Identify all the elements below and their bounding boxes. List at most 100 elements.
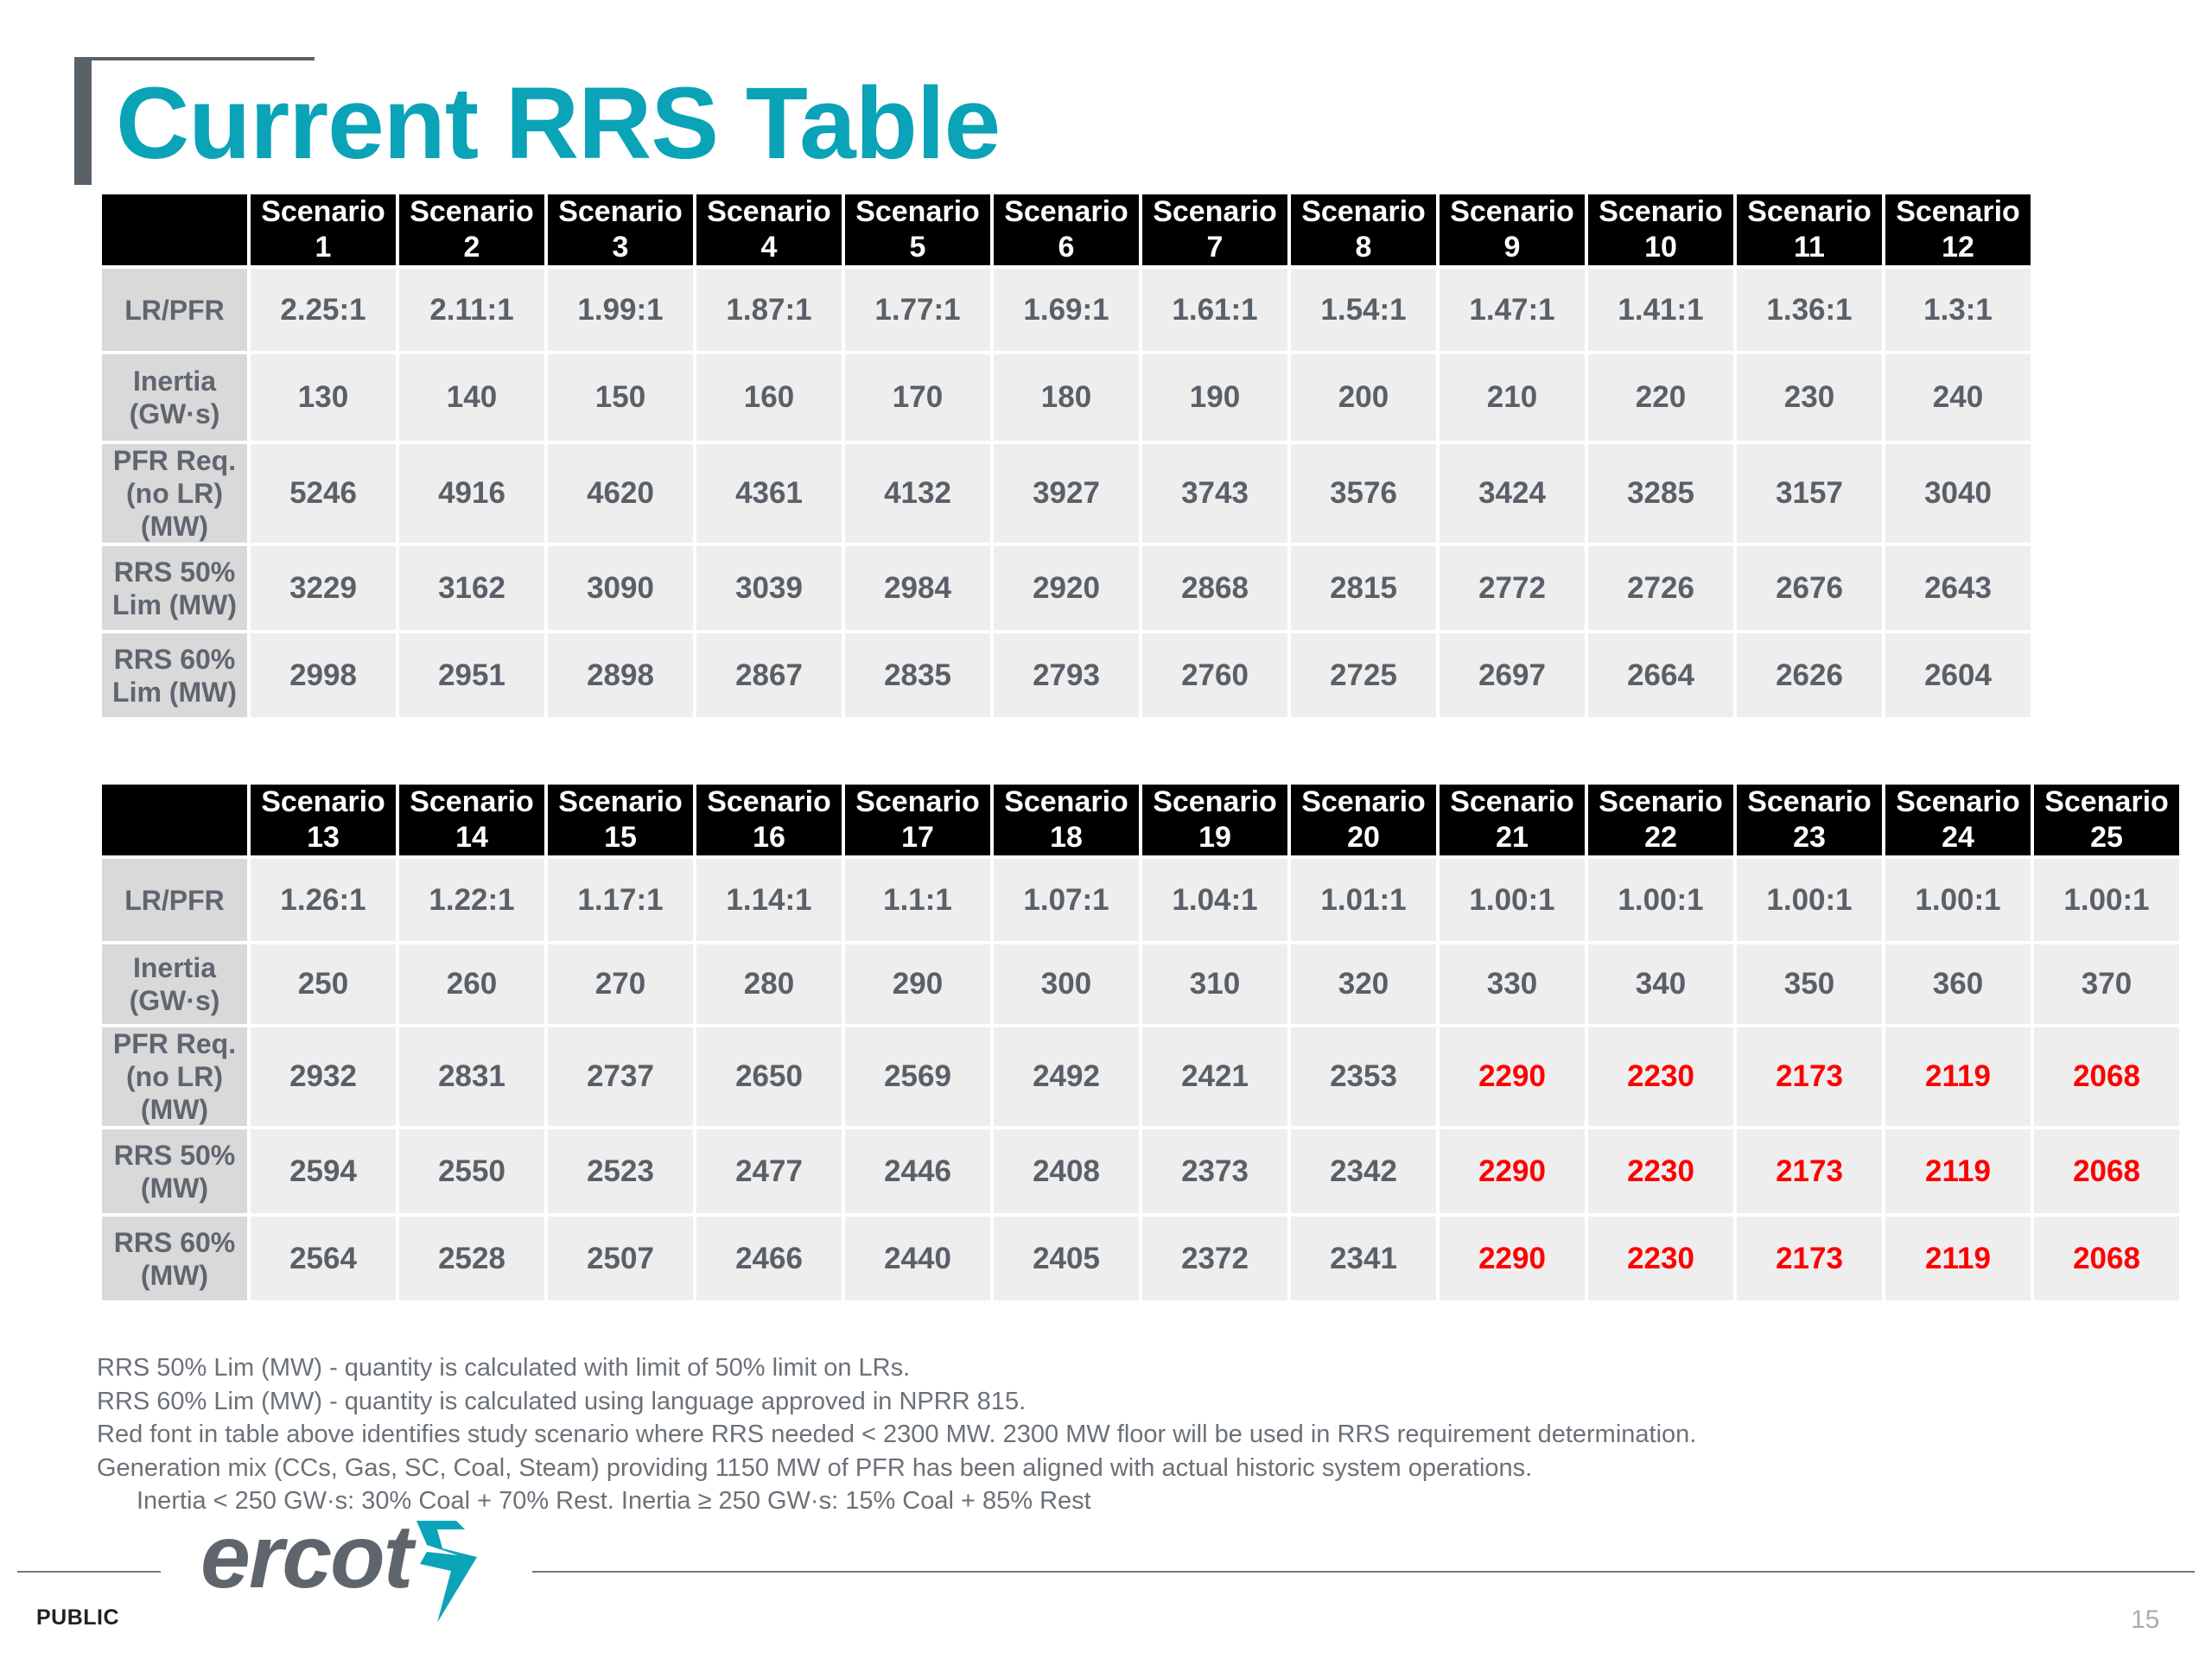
- column-header: Scenario 19: [1142, 785, 1287, 855]
- column-header-label: Scenario: [1153, 195, 1277, 228]
- table-cell: 2068: [2034, 1027, 2179, 1126]
- footer-divider-left: [17, 1571, 161, 1573]
- column-header: Scenario 1: [251, 194, 396, 265]
- column-header-number: 2: [463, 231, 480, 264]
- table-cell: 2650: [696, 1027, 842, 1126]
- table-cell: 250: [251, 944, 396, 1024]
- row-header: Inertia (GW·s): [102, 944, 247, 1024]
- table-cell: 2405: [994, 1217, 1139, 1300]
- column-header-number: 7: [1206, 231, 1224, 264]
- table-cell: 2569: [845, 1027, 990, 1126]
- table-cell: 2342: [1291, 1129, 1436, 1213]
- row-header-line: (MW): [140, 1172, 209, 1204]
- table-cell: 2507: [548, 1217, 693, 1300]
- table-cell: 3090: [548, 546, 693, 630]
- table-cell: 1.54:1: [1291, 269, 1436, 351]
- rrs-table-scenarios-1-12: Scenario 1 Scenario 2 Scenario 3 Scenario 4 Scen…: [99, 191, 2034, 721]
- table-cell: 2528: [399, 1217, 544, 1300]
- table-cell: 2835: [845, 633, 990, 717]
- table-cell: 2984: [845, 546, 990, 630]
- column-header-number: 16: [753, 821, 785, 854]
- table-row: LR/PFR 1.26:1 1.22:1 1.17:1 1.14:1 1.1:1 1.07:…: [102, 859, 2179, 941]
- table-cell: 370: [2034, 944, 2179, 1024]
- table-cell: 180: [994, 354, 1139, 441]
- table-cell: 1.14:1: [696, 859, 842, 941]
- column-header: Scenario 11: [1737, 194, 1882, 265]
- table-cell: 1.01:1: [1291, 859, 1436, 941]
- table-cell: 1.3:1: [1885, 269, 2031, 351]
- table-cell: 290: [845, 944, 990, 1024]
- column-header-number: 13: [307, 821, 340, 854]
- table-row: Inertia (GW·s) 250 260 270 280 290 300 310 320 330…: [102, 944, 2179, 1024]
- table-cell: 2372: [1142, 1217, 1287, 1300]
- table-cell: 3576: [1291, 444, 1436, 543]
- classification-label: PUBLIC: [36, 1605, 120, 1630]
- table-cell: 3162: [399, 546, 544, 630]
- table-cell: 4361: [696, 444, 842, 543]
- table-cell: 3157: [1737, 444, 1882, 543]
- column-header: Scenario 22: [1588, 785, 1733, 855]
- column-header-label: Scenario: [1599, 195, 1723, 228]
- column-header-number: 23: [1793, 821, 1826, 854]
- table-row: LR/PFR 2.25:1 2.11:1 1.99:1 1.87:1 1.77:1 1.69…: [102, 269, 2031, 351]
- table-cell: 2815: [1291, 546, 1436, 630]
- table-cell: 2868: [1142, 546, 1287, 630]
- column-header-label: Scenario: [1747, 785, 1872, 818]
- row-header: RRS 50% Lim (MW): [102, 546, 247, 630]
- table-cell: 3229: [251, 546, 396, 630]
- row-header: Inertia (GW·s): [102, 354, 247, 441]
- table-cell: 2725: [1291, 633, 1436, 717]
- row-header-line: RRS 50%: [113, 1139, 236, 1171]
- table-cell: 2550: [399, 1129, 544, 1213]
- table-cell: 150: [548, 354, 693, 441]
- column-header-label: Scenario: [261, 195, 385, 228]
- table-cell: 2477: [696, 1129, 842, 1213]
- table-cell: 2290: [1440, 1129, 1585, 1213]
- column-header-number: 5: [909, 231, 926, 264]
- table-cell: 160: [696, 354, 842, 441]
- table-cell: 1.61:1: [1142, 269, 1287, 351]
- table-cell: 2998: [251, 633, 396, 717]
- table-cell: 2920: [994, 546, 1139, 630]
- row-header: LR/PFR: [102, 269, 247, 351]
- column-header: Scenario 17: [845, 785, 990, 855]
- table-cell: 1.04:1: [1142, 859, 1287, 941]
- column-header-number: 12: [1942, 231, 1974, 264]
- column-header: Scenario 9: [1440, 194, 1585, 265]
- table-cell: 1.99:1: [548, 269, 693, 351]
- column-header-label: Scenario: [1896, 195, 2020, 228]
- column-header-number: 8: [1355, 231, 1372, 264]
- table-cell: 200: [1291, 354, 1436, 441]
- column-header-number: 17: [901, 821, 934, 854]
- row-header-line: LR/PFR: [124, 884, 225, 916]
- column-header-label: Scenario: [1747, 195, 1872, 228]
- column-header-number: 3: [612, 231, 629, 264]
- row-header-line: Lim (MW): [112, 588, 237, 620]
- lightning-bolt-icon: [416, 1521, 477, 1623]
- column-header-label: Scenario: [707, 195, 831, 228]
- column-header-label: Scenario: [855, 195, 980, 228]
- table-cell: 2564: [251, 1217, 396, 1300]
- table-cell: 4132: [845, 444, 990, 543]
- title-accent-bar: [74, 59, 92, 185]
- column-header-label: Scenario: [1004, 195, 1128, 228]
- table-cell: 220: [1588, 354, 1733, 441]
- table-cell: 170: [845, 354, 990, 441]
- column-header-number: 10: [1644, 231, 1677, 264]
- table-cell: 340: [1588, 944, 1733, 1024]
- column-header-label: Scenario: [1450, 785, 1574, 818]
- column-header-label: Scenario: [1896, 785, 2020, 818]
- table-cell: 360: [1885, 944, 2031, 1024]
- footnote: RRS 50% Lim (MW) - quantity is calculate…: [97, 1354, 911, 1382]
- row-header: RRS 60% Lim (MW): [102, 633, 247, 717]
- table-cell: 2772: [1440, 546, 1585, 630]
- column-header-label: Scenario: [855, 785, 980, 818]
- table-cell: 2604: [1885, 633, 2031, 717]
- table-cell: 2523: [548, 1129, 693, 1213]
- footnote: RRS 60% Lim (MW) - quantity is calculate…: [97, 1387, 1027, 1415]
- column-header: Scenario 25: [2034, 785, 2179, 855]
- page-title: Current RRS Table: [116, 67, 1001, 181]
- column-header-number: 4: [760, 231, 778, 264]
- table-cell: 1.47:1: [1440, 269, 1585, 351]
- table-cell: 3040: [1885, 444, 2031, 543]
